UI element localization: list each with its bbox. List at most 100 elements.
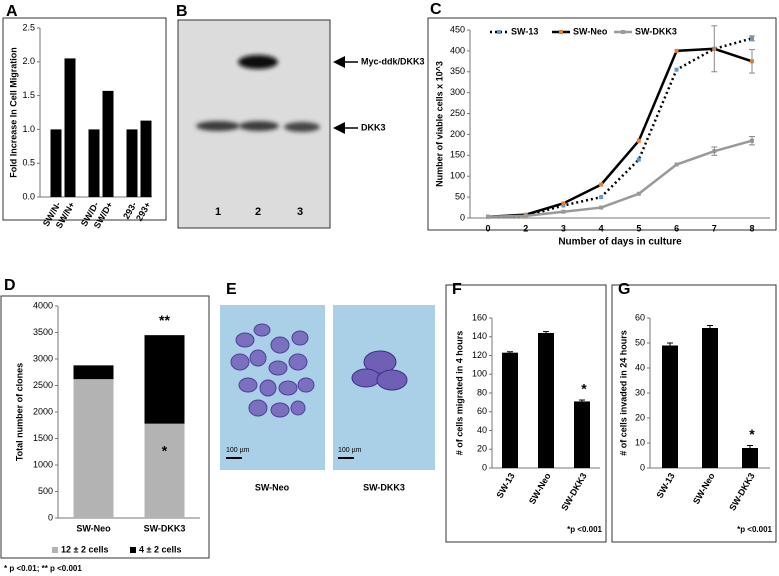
y-tick-label: 100 [450,171,465,181]
x-tick-label: SW-Neo [76,523,111,533]
x-tick-label: SW-DKK3 [559,471,589,512]
legend-label: SW-Neo [573,26,608,36]
y-tick-label: 20 [635,412,645,422]
bar [88,129,100,197]
panel-label: A [6,3,18,20]
band [196,121,240,131]
panel-frame [445,284,607,543]
y-tick-label: 1.0 [22,124,35,134]
y-axis-label: # of cells migrated in 4 hours [454,331,464,456]
marker [636,157,641,162]
marker [674,48,679,53]
marker [523,213,528,218]
y-tick-label: 20 [477,444,487,454]
y-tick-label: 0 [460,212,465,222]
x-tick-label: 2 [523,223,528,233]
footnote: *p <0.001 [567,525,602,534]
y-tick-label: 0 [48,512,53,522]
y-axis-label: Total number of clones [14,363,24,461]
bar [502,352,518,468]
footnote: *p <0.001 [737,525,772,534]
scale-label: 100 µm [226,447,250,454]
line [487,37,753,218]
y-tick-label: 0 [482,462,487,472]
bar [662,345,678,468]
y-tick-label: 350 [450,66,465,76]
y-tick-label: 120 [472,350,487,360]
y-tick-label: 450 [450,24,465,34]
y-tick-label: 3000 [33,353,53,363]
line [487,139,753,218]
bar [742,448,758,468]
x-tick-label: 4 [599,223,604,233]
y-tick-label: 2.0 [22,56,35,66]
x-tick-label: SW-13 [494,471,516,500]
y-tick-label: 400 [450,45,465,55]
y-tick-label: 100 [472,369,487,379]
y-tick-label: 1.5 [22,90,35,100]
legend-label: SW-DKK3 [635,26,677,36]
band [238,55,278,69]
x-axis-label: Number of days in culture [558,237,682,248]
marker [674,67,679,72]
bar [574,401,590,468]
y-tick-label: 60 [477,406,487,416]
y-tick-label: 80 [477,387,487,397]
panel-label: F [452,281,462,298]
bar [50,129,62,197]
x-tick-label: SW-DKK3 [144,523,186,533]
lane-label: 2 [255,206,261,218]
bar-segment [144,423,185,518]
x-tick-label: 6 [674,223,679,233]
legend-swatch [52,547,58,553]
y-tick-label: 1500 [33,433,53,443]
y-tick-label: 0 [640,462,645,472]
marker [561,201,566,206]
y-tick-label: 2000 [33,406,53,416]
annotation: * [162,442,168,458]
y-tick-label: 40 [635,362,645,372]
y-tick-label: 0.5 [22,158,35,168]
marker [561,203,566,208]
annotation: * [581,381,587,397]
marker [599,205,604,210]
x-tick-label: SW-DKK3 [727,471,757,512]
micrograph: 100 µm [220,305,325,470]
y-tick-label: 60 [635,312,645,322]
legend-marker [559,30,563,34]
bar-segment [144,335,185,424]
bar [64,58,76,197]
annotation: * [749,426,755,442]
x-tick-label: SW-Neo [691,471,717,506]
y-tick-label: 200 [450,129,465,139]
legend-swatch [130,547,136,553]
line [487,47,753,218]
legend-label: 12 ± 2 cells [61,544,108,554]
panel-label: E [226,281,237,298]
lane-label: 1 [215,206,221,218]
panel-frame [0,295,210,559]
bar [102,90,114,197]
y-tick-label: 50 [455,191,465,201]
y-tick-label: 1000 [33,459,53,469]
y-tick-label: 50 [635,337,645,347]
band-label: Myc-ddk/DKK3 [361,56,425,66]
y-tick-label: 300 [450,87,465,97]
marker [561,209,566,214]
footnote: * p <0.01; ** p <0.001 [4,564,82,573]
y-tick-label: 2.5 [22,22,35,32]
micrograph: 100 µm [333,305,435,470]
panel-label: C [430,1,442,18]
panel-label: G [618,281,630,298]
y-tick-label: 2500 [33,380,53,390]
x-tick-label: SW-Neo [527,471,553,506]
panel-frame [611,284,777,543]
panel-frame [427,17,777,231]
x-tick-label: 0 [485,223,490,233]
legend-label: 4 ± 2 cells [139,544,181,554]
scale-label: 100 µm [338,447,362,454]
band-label: DKK3 [361,122,386,132]
y-axis-label: Fold Increase In Cell Migration [8,47,18,178]
